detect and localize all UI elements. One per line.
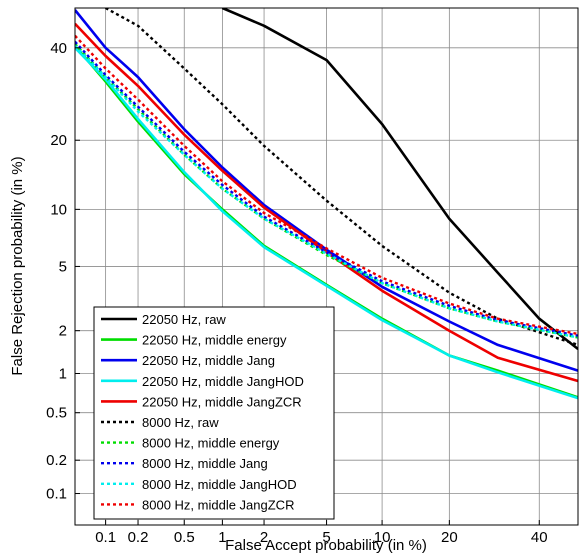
series-line-8000-hz-middle-energy — [75, 42, 578, 339]
y-tick-label: 20 — [50, 132, 67, 149]
x-tick-label: 0.5 — [174, 529, 195, 546]
x-tick-label: 20 — [441, 529, 458, 546]
series-group — [75, 8, 578, 400]
y-tick-label: 1 — [59, 366, 67, 383]
axis-ticks: 0.1 0.2 0.5 1 2 5 10 20 40 0.1 0.2 0.5 1 2 5 10 20 40 — [46, 40, 547, 546]
x-tick-label: 0.1 — [95, 529, 116, 546]
legend-label: 8000 Hz, middle energy — [142, 436, 280, 451]
legend-label: 22050 Hz, middle JangHOD — [142, 374, 304, 389]
series-line-8000-hz-middle-jangzcr — [75, 34, 578, 336]
legend-label: 8000 Hz, middle JangHOD — [142, 477, 297, 492]
y-tick-label: 0.2 — [46, 452, 67, 469]
legend-label: 22050 Hz, raw — [142, 312, 226, 327]
x-axis-label: False Accept probability (in %) — [225, 537, 427, 553]
legend-label: 22050 Hz, middle JangZCR — [142, 394, 302, 409]
series-line-8000-hz-middle-jang — [75, 40, 578, 337]
x-tick-label: 2 — [260, 529, 268, 546]
x-tick-label: 1 — [218, 529, 226, 546]
series-line-22050-hz-middle-janghod — [75, 46, 578, 400]
x-tick-label: 10 — [374, 529, 391, 546]
series-line-22050-hz-middle-jang — [75, 9, 578, 372]
y-tick-label: 10 — [50, 201, 67, 218]
series-line-22050-hz-raw — [221, 8, 578, 351]
y-tick-label: 0.1 — [46, 486, 67, 503]
y-axis-label: False Rejection probability (in %) — [9, 156, 26, 375]
x-tick-label: 0.2 — [128, 529, 149, 546]
legend-label: 8000 Hz, middle Jang — [142, 456, 268, 471]
legend-label: 8000 Hz, middle JangZCR — [142, 497, 294, 512]
y-tick-label: 5 — [59, 258, 67, 275]
legend-label: 22050 Hz, middle Jang — [142, 353, 275, 368]
legend-label: 22050 Hz, middle energy — [142, 333, 287, 348]
series-line-8000-hz-raw — [105, 8, 578, 347]
series-line-22050-hz-middle-jangzcr — [75, 22, 578, 383]
y-tick-label: 0.5 — [46, 405, 67, 422]
y-tick-label: 40 — [50, 40, 67, 57]
x-tick-label: 5 — [322, 529, 330, 546]
x-tick-label: 40 — [531, 529, 548, 546]
legend-label: 8000 Hz, raw — [142, 415, 219, 430]
y-tick-label: 2 — [59, 323, 67, 340]
legend: 22050 Hz, raw 22050 Hz, middle energy 2205… — [93, 306, 335, 520]
